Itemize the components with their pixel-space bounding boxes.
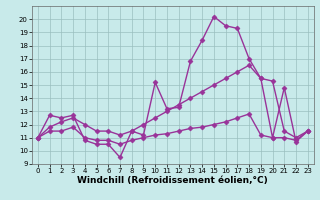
X-axis label: Windchill (Refroidissement éolien,°C): Windchill (Refroidissement éolien,°C) [77,176,268,185]
